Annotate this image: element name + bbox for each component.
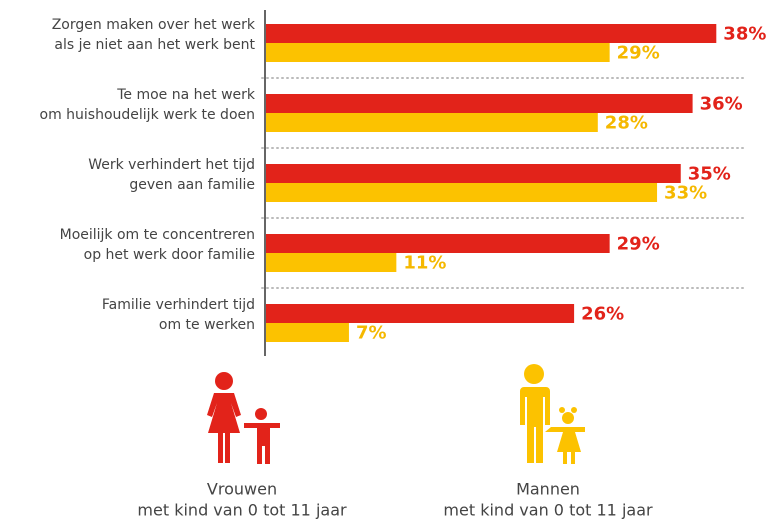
legend-label: Vrouwen <box>207 480 277 499</box>
category-label: Familie verhindert tijd om te werken <box>102 297 255 333</box>
bar <box>266 164 681 183</box>
value-label: 33% <box>664 183 707 204</box>
value-label: 28% <box>605 113 648 134</box>
value-label: 29% <box>617 43 660 64</box>
bar <box>266 234 610 253</box>
value-label: 11% <box>403 253 446 274</box>
icon-men <box>520 364 585 464</box>
value-label: 7% <box>356 323 387 344</box>
value-label: 26% <box>581 304 624 325</box>
bar <box>266 24 717 43</box>
category-label: Werk verhindert het tijd geven aan famili… <box>88 157 255 193</box>
value-label: 29% <box>617 234 660 255</box>
value-label: 36% <box>700 94 743 115</box>
legend-subtitle: met kind van 0 tot 11 jaar <box>443 501 653 520</box>
bar <box>266 304 575 323</box>
bar <box>266 253 397 272</box>
bar <box>266 323 349 342</box>
bar <box>266 183 658 202</box>
bar <box>266 113 598 132</box>
category-label: Moeilijk om te concentreren op het werk d… <box>60 227 255 263</box>
value-label: 38% <box>723 24 766 45</box>
category-label: Zorgen maken over het werk als je niet aa… <box>52 17 256 53</box>
category-label: Te moe na het werk om huishoudelijk werk … <box>40 87 256 123</box>
bar <box>266 43 610 62</box>
legend-label: Mannen <box>516 480 580 499</box>
icon-women <box>207 372 280 464</box>
legend-subtitle: met kind van 0 tot 11 jaar <box>137 501 347 520</box>
bar <box>266 94 693 113</box>
value-label: 35% <box>688 164 731 185</box>
